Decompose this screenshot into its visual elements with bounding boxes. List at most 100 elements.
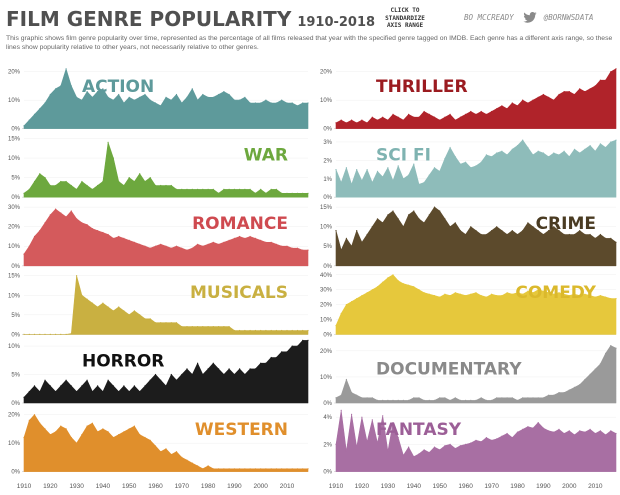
x-tick-label: 1960 xyxy=(458,483,473,490)
data-point-war xyxy=(154,184,157,187)
data-point-sci-fi xyxy=(501,150,503,152)
data-point-war xyxy=(228,188,230,190)
data-point-musicals xyxy=(191,326,193,328)
data-point-musicals xyxy=(165,322,167,324)
data-point-sci-fi xyxy=(371,181,373,184)
data-point-documentary xyxy=(392,399,394,401)
data-point-documentary xyxy=(584,378,586,381)
data-point-horror xyxy=(91,391,93,393)
data-point-thriller xyxy=(589,88,591,90)
data-point-romance xyxy=(270,241,272,243)
data-point-musicals xyxy=(112,310,114,312)
data-point-musicals xyxy=(23,333,25,335)
data-point-fantasy xyxy=(594,432,596,435)
data-point-sci-fi xyxy=(335,169,337,171)
y-tick-label: 0% xyxy=(11,264,20,270)
data-point-romance xyxy=(139,243,141,245)
data-point-sci-fi xyxy=(480,161,482,163)
data-point-horror xyxy=(207,368,209,370)
data-point-musicals xyxy=(170,322,172,324)
data-point-crime xyxy=(542,233,545,236)
data-point-western xyxy=(55,431,57,433)
header: FILM GENRE POPULARITY 1910-2018 CLICK TO … xyxy=(0,0,620,62)
data-point-action xyxy=(39,108,41,110)
data-point-war xyxy=(239,188,241,190)
y-tick-label: 15% xyxy=(8,274,21,280)
y-tick-label: 2% xyxy=(323,442,332,448)
data-point-crime xyxy=(537,230,539,232)
data-point-western xyxy=(86,425,88,427)
data-point-musicals xyxy=(186,326,188,328)
data-point-romance xyxy=(97,230,99,232)
data-point-musicals xyxy=(286,329,288,332)
data-point-documentary xyxy=(527,397,529,399)
data-point-crime xyxy=(470,226,472,228)
data-point-thriller xyxy=(542,93,545,96)
data-point-comedy xyxy=(594,296,596,298)
data-point-romance xyxy=(260,239,262,241)
data-point-war xyxy=(175,188,178,190)
x-tick-label: 1910 xyxy=(329,483,344,490)
data-point-thriller xyxy=(579,88,581,90)
y-tick-label: 1% xyxy=(323,177,332,183)
data-point-western xyxy=(218,468,220,470)
data-point-comedy xyxy=(599,295,602,297)
data-point-thriller xyxy=(454,119,456,121)
data-point-war xyxy=(102,180,104,183)
data-point-horror xyxy=(133,385,135,387)
data-point-romance xyxy=(249,235,251,238)
data-point-horror xyxy=(70,385,72,387)
data-point-comedy xyxy=(418,289,420,291)
genre-label-comedy: COMEDY xyxy=(515,283,596,303)
data-point-sci-fi xyxy=(584,148,586,150)
data-point-comedy xyxy=(371,289,373,291)
data-point-fantasy xyxy=(335,443,337,445)
area-crime xyxy=(335,206,617,267)
data-point-romance xyxy=(49,214,51,216)
data-point-romance xyxy=(28,245,30,247)
data-point-crime xyxy=(584,233,586,236)
standardize-axis-button[interactable]: CLICK TO STANDARDIZE AXIS RANGE xyxy=(380,7,430,30)
data-point-sci-fi xyxy=(475,165,477,167)
data-point-romance xyxy=(55,208,57,210)
data-point-thriller xyxy=(366,122,368,124)
data-point-fantasy xyxy=(558,428,560,430)
twitter-bird-icon[interactable] xyxy=(523,12,537,23)
data-point-documentary xyxy=(449,399,451,401)
y-tick-label: 4% xyxy=(323,415,332,421)
data-point-action xyxy=(265,99,267,101)
data-point-crime xyxy=(413,210,415,212)
data-point-fantasy xyxy=(418,453,420,455)
data-point-action xyxy=(197,99,199,101)
data-point-crime xyxy=(371,226,373,228)
x-tick-label: 1950 xyxy=(432,483,447,490)
data-point-action xyxy=(144,93,146,96)
data-point-documentary xyxy=(522,397,524,399)
data-point-fantasy xyxy=(444,445,446,447)
twitter-handle[interactable]: @BORNWSDATA xyxy=(543,13,594,22)
title-years: 1910-2018 xyxy=(297,15,376,30)
data-point-war xyxy=(249,188,251,190)
x-tick-label: 1930 xyxy=(381,483,396,490)
data-point-sci-fi xyxy=(599,143,602,145)
data-point-sci-fi xyxy=(366,169,368,171)
data-point-horror xyxy=(149,379,151,381)
y-tick-label: 2% xyxy=(323,158,332,164)
data-point-western xyxy=(118,434,120,436)
data-point-western xyxy=(154,445,157,447)
data-point-sci-fi xyxy=(537,150,539,152)
y-tick-label: 20% xyxy=(8,70,21,76)
data-point-fantasy xyxy=(532,427,534,429)
genre-label-horror: HORROR xyxy=(82,351,164,371)
data-point-horror xyxy=(233,373,235,376)
data-point-action xyxy=(44,102,46,104)
data-point-romance xyxy=(160,243,162,245)
data-point-war xyxy=(97,184,99,187)
data-point-crime xyxy=(351,245,353,247)
data-point-sci-fi xyxy=(454,156,456,158)
data-point-thriller xyxy=(345,122,347,124)
data-point-romance xyxy=(165,245,167,247)
data-point-comedy xyxy=(522,293,524,295)
data-point-musicals xyxy=(207,326,209,328)
